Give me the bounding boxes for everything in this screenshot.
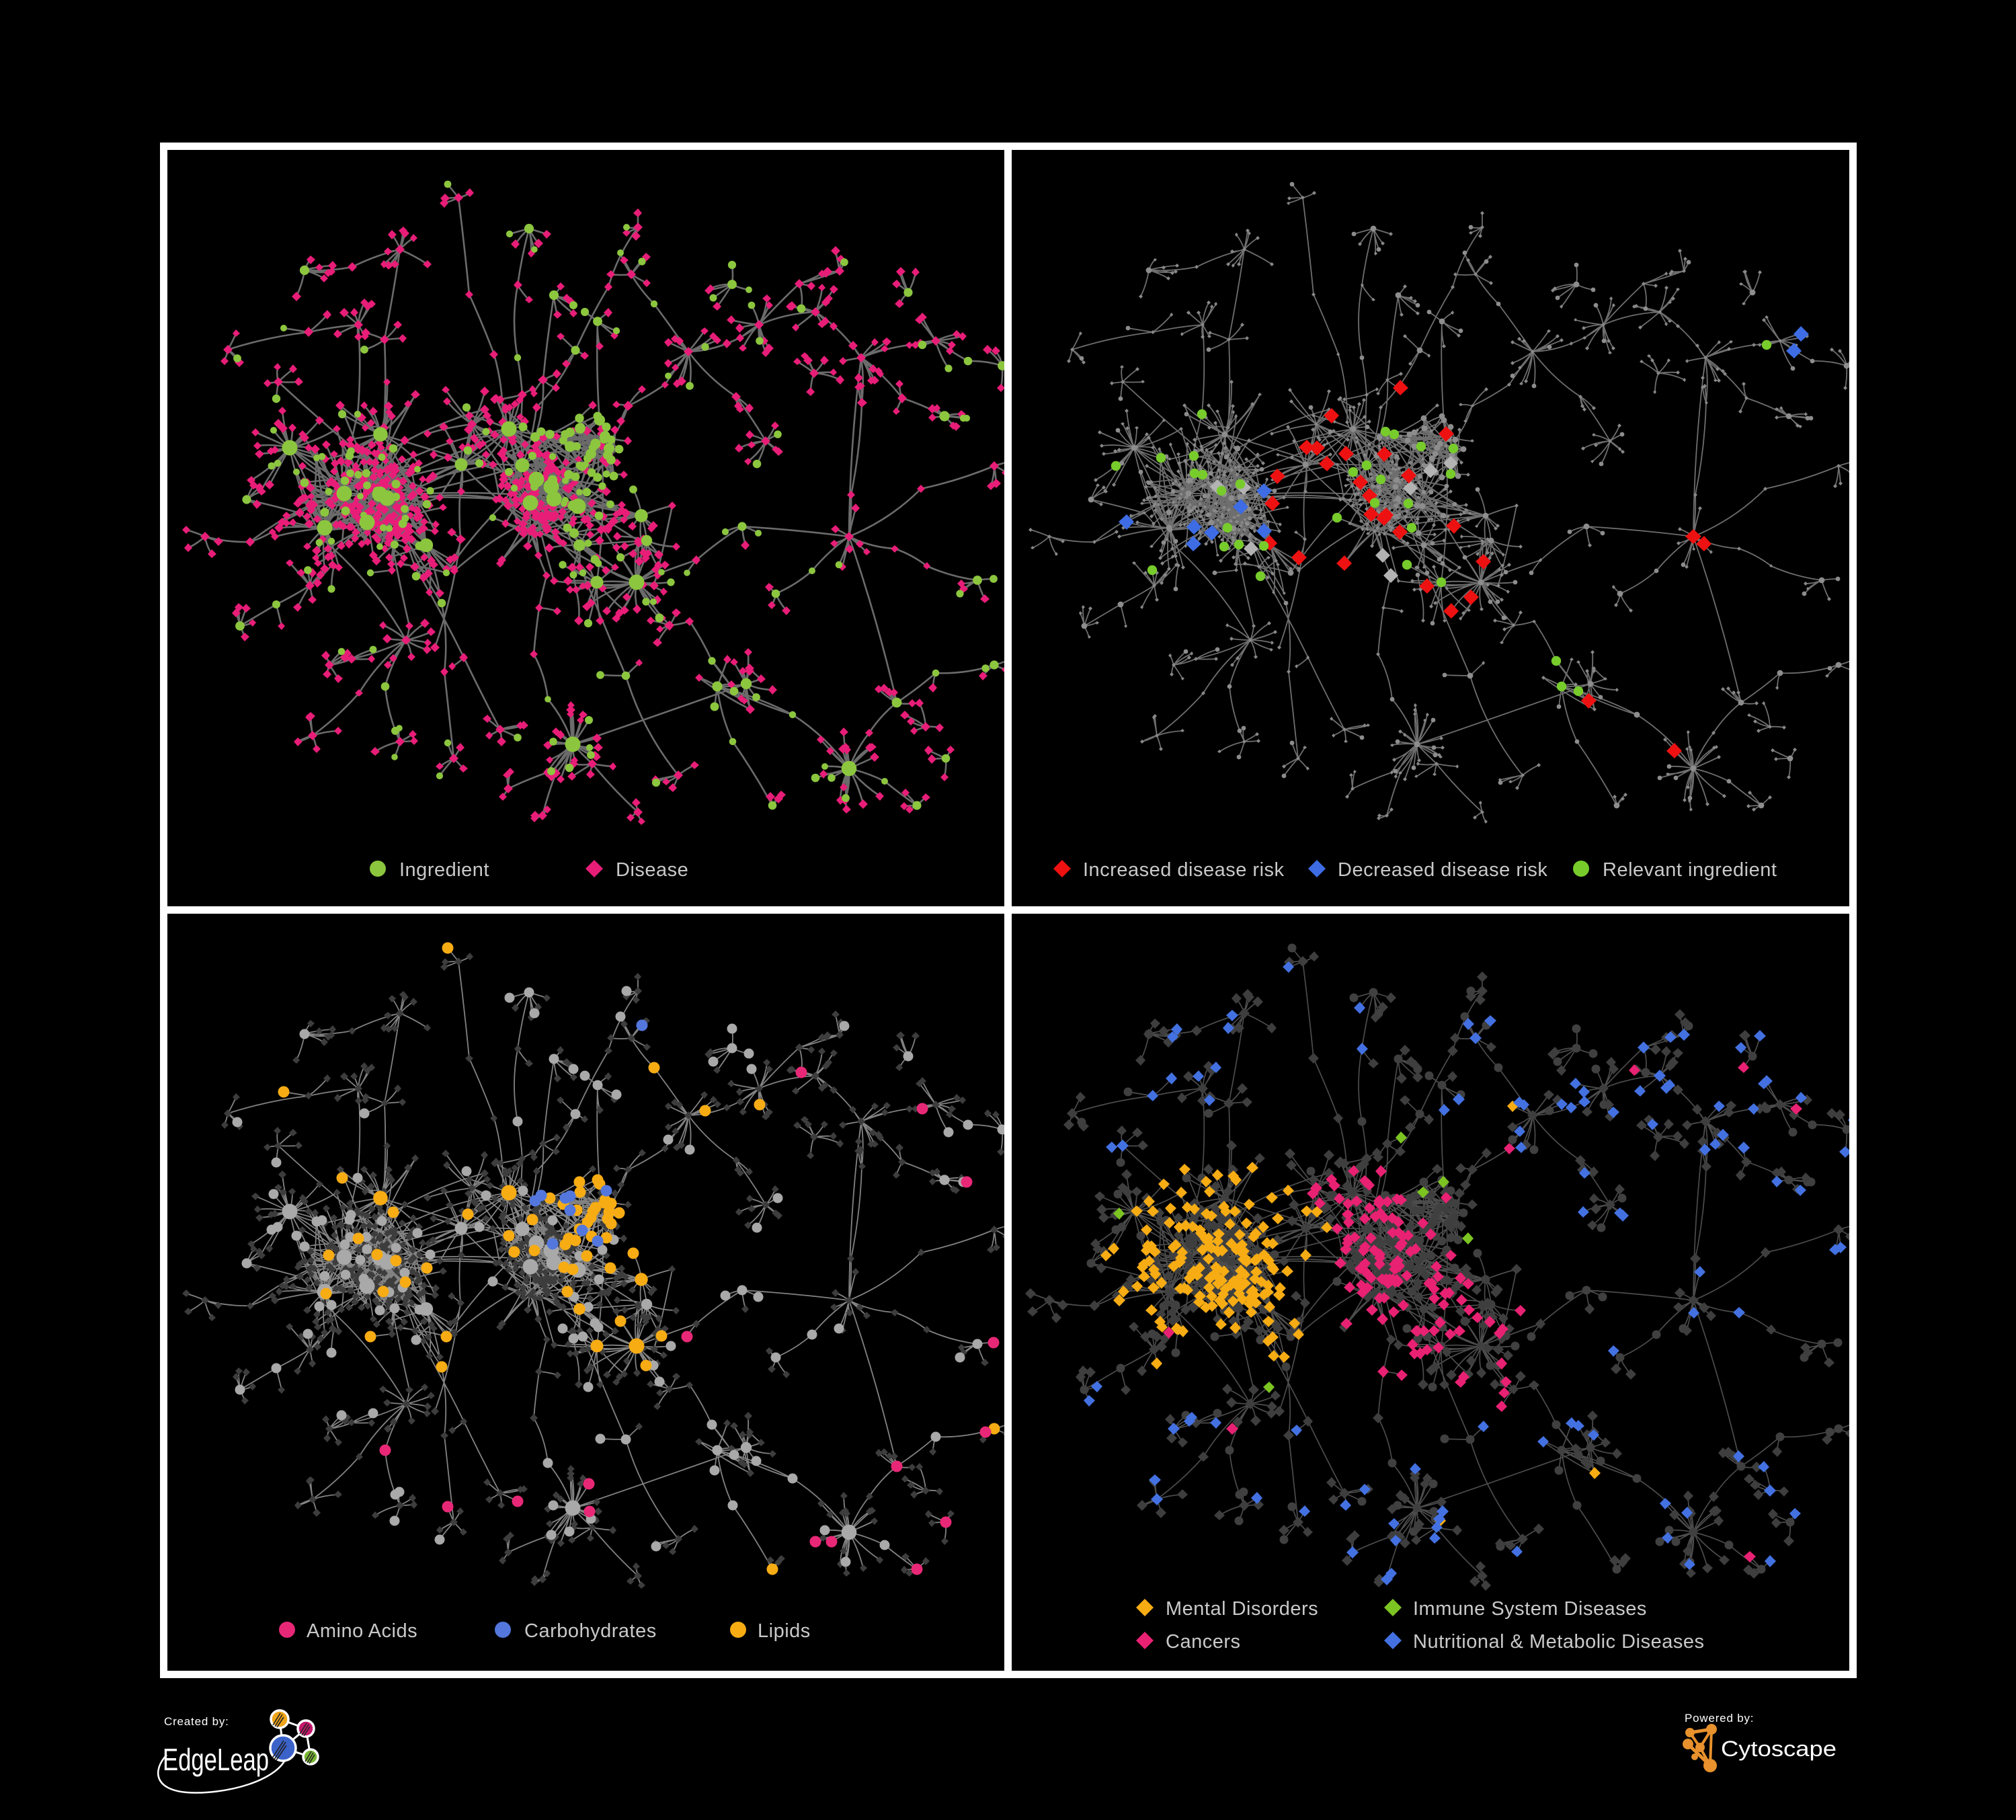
svg-text:Mental Disorders: Mental Disorders [1166, 1598, 1318, 1620]
svg-text:Amino Acids: Amino Acids [307, 1620, 417, 1642]
svg-text:Increased disease risk: Increased disease risk [1083, 859, 1285, 881]
svg-text:Disease: Disease [616, 859, 688, 881]
svg-text:Created by:: Created by: [164, 1715, 229, 1728]
svg-text:Ingredient: Ingredient [399, 859, 489, 881]
svg-text:Cytoscape: Cytoscape [1721, 1737, 1837, 1761]
svg-text:Relevant ingredient: Relevant ingredient [1603, 859, 1777, 881]
svg-text:Immune System Diseases: Immune System Diseases [1413, 1598, 1647, 1620]
svg-text:Carbohydrates: Carbohydrates [524, 1620, 657, 1642]
svg-text:Cancers: Cancers [1166, 1631, 1241, 1653]
svg-text:Nutritional & Metabolic Diseas: Nutritional & Metabolic Diseases [1413, 1631, 1704, 1653]
svg-text:Lipids: Lipids [758, 1620, 811, 1642]
svg-text:Powered by:: Powered by: [1685, 1712, 1754, 1725]
svg-text:EdgeLeap: EdgeLeap [163, 1742, 269, 1777]
svg-text:Decreased disease risk: Decreased disease risk [1338, 859, 1547, 881]
